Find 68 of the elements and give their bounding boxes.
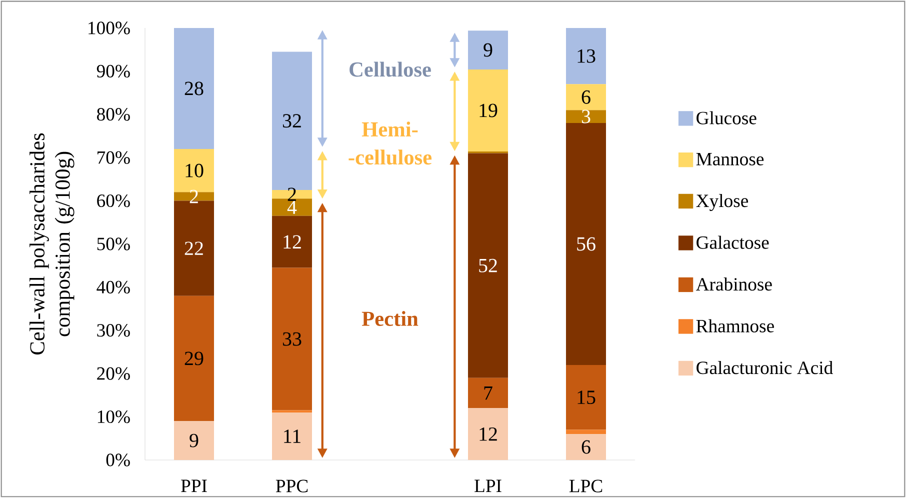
data-label: 19 [480,104,498,118]
data-label: 9 [484,43,492,57]
annotation: Hemi- -cellulose [348,122,432,165]
annotation: Pectin [362,311,418,326]
data-label: 9 [190,434,198,448]
bar [272,216,312,268]
legend-label: Rhamnose [696,319,774,332]
data-label: 29 [184,352,204,366]
data-label: 28 [184,82,204,96]
legend-label: Mannose [696,152,764,166]
bar [566,110,606,124]
x-tick-label: PPC [276,480,308,492]
y-tick-label: 30% [97,324,130,337]
data-label: 22 [184,242,203,255]
data-label: 7 [484,386,492,400]
data-label: 4 [287,200,297,214]
legend-label: Galactose [696,236,769,249]
bar [566,123,606,365]
bar [566,430,606,434]
data-label: 15 [578,390,596,404]
data-label: 2 [190,190,198,204]
data-label: 6 [582,90,590,104]
data-label: 12 [480,427,497,441]
data-label: 3 [582,110,590,124]
bar [468,30,508,70]
bar [566,364,606,430]
bar [174,28,214,149]
bar [272,412,312,460]
data-label: 56 [577,237,596,251]
bar [272,190,312,199]
data-label: 11 [284,430,300,443]
data-label: 33 [282,332,302,346]
bar [272,268,312,410]
y-tick-label: 80% [97,108,130,121]
data-label: 12 [284,235,301,248]
data-label: 6 [582,440,590,454]
y-tick-label: 50% [97,238,130,250]
legend-label: Glucose [696,111,756,124]
y-tick-label: 0% [106,454,130,466]
bar [468,69,508,152]
x-tick-label: PPI [181,480,207,492]
bar [468,153,508,378]
legend-label: Galacturonic Acid [696,360,833,374]
bar [174,421,214,460]
annotation: Cellulose [350,62,431,77]
y-tick-label: 10% [98,410,130,424]
y-tick-label: 70% [98,151,130,164]
y-axis-title: Cell-wall polysaccharides composition (g/100g) [30,133,74,354]
data-label: 10 [186,164,204,178]
y-tick-label: 90% [96,64,130,78]
x-tick-label: LPC [569,480,602,492]
y-tick-label: 40% [96,280,130,294]
legend-label: Xylose [696,194,748,211]
legend-label: Arabinose [696,277,772,291]
data-label: 32 [282,114,301,128]
bar [174,296,214,422]
data-label: 2 [288,188,296,201]
y-tick-label: 100% [88,22,130,34]
bar [468,408,508,460]
data-label: 52 [479,258,497,272]
bar [566,28,606,84]
y-tick-label: 20% [97,367,130,380]
y-tick-label: 60% [97,194,130,208]
x-tick-label: LPI [474,480,502,492]
bar [566,434,606,460]
data-label: 13 [578,49,596,63]
bar [566,84,606,110]
bar [468,378,508,408]
